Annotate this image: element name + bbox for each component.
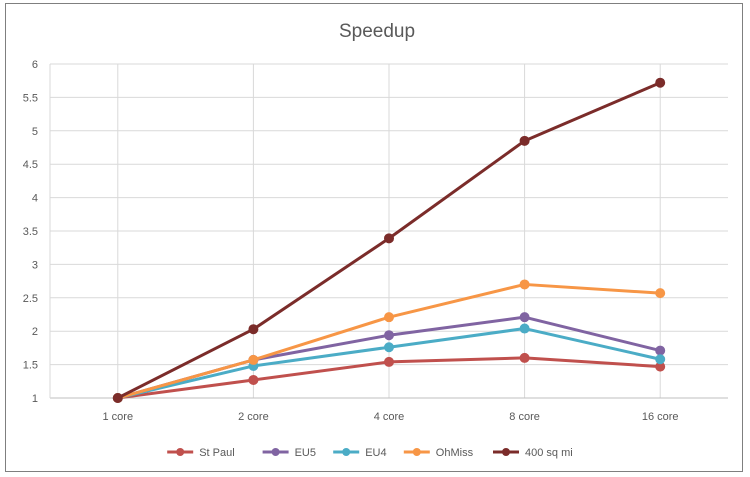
legend-label: St Paul <box>199 447 234 459</box>
series-layer <box>112 77 666 403</box>
data-point-400-sq-mi <box>519 135 530 146</box>
x-tick-label: 1 core <box>103 411 134 423</box>
data-point-eu4 <box>655 354 666 365</box>
y-tick-label: 6 <box>32 59 38 71</box>
y-tick-label: 2 <box>32 326 38 338</box>
y-tick-label: 5.5 <box>23 92 38 104</box>
chart-title: Speedup <box>339 21 415 42</box>
data-point-ohmiss <box>248 354 259 365</box>
y-tick-label: 4 <box>32 193 38 205</box>
y-tick-label: 5 <box>32 126 38 138</box>
data-point-ohmiss <box>655 288 666 299</box>
data-point-eu5 <box>384 330 394 341</box>
data-point-eu4 <box>519 323 530 334</box>
data-point-st-paul <box>248 374 259 385</box>
data-point-st-paul <box>384 356 394 367</box>
data-point-400-sq-mi <box>384 233 394 244</box>
legend-item-eu5: EU5 <box>262 447 316 459</box>
data-point-eu5 <box>519 312 530 323</box>
legend-swatch-marker <box>412 448 421 456</box>
y-tick-label: 1.5 <box>23 360 38 372</box>
legend-swatch-marker <box>271 448 280 456</box>
legend-item-ohmiss: OhMiss <box>403 447 474 459</box>
legend-label: OhMiss <box>436 447 474 459</box>
legend-item-eu4: EU4 <box>333 447 387 459</box>
legend-item-400-sq-mi: 400 sq mi <box>493 447 573 459</box>
y-tick-label: 4.5 <box>23 159 38 171</box>
x-tick-label: 8 core <box>509 411 540 423</box>
series-400-sq-mi <box>112 77 666 403</box>
y-tick-label: 3.5 <box>23 226 38 238</box>
data-point-400-sq-mi <box>248 324 259 335</box>
x-axis-ticks: 1 core 2 core 4 core 8 core 16 core <box>103 411 679 423</box>
y-tick-label: 3 <box>32 259 38 271</box>
x-tick-label: 16 core <box>642 411 679 423</box>
data-point-eu5 <box>655 345 666 356</box>
legend-swatch-marker <box>176 448 185 456</box>
x-tick-label: 4 core <box>374 411 405 423</box>
y-tick-label: 1 <box>32 393 38 405</box>
legend: St Paul EU5 EU4 OhMiss 400 sq mi <box>167 447 573 459</box>
y-tick-label: 2.5 <box>23 293 38 305</box>
data-point-eu4 <box>384 342 394 353</box>
legend-item-st-paul: St Paul <box>167 447 235 459</box>
x-tick-label: 2 core <box>238 411 269 423</box>
legend-label: 400 sq mi <box>525 447 573 459</box>
data-point-st-paul <box>519 352 530 363</box>
y-axis-ticks: 1 1.5 2 2.5 3 3.5 4 4.5 5 5.5 6 <box>23 59 38 405</box>
data-point-ohmiss <box>384 312 394 323</box>
legend-label: EU5 <box>295 447 316 459</box>
gridlines <box>49 63 728 399</box>
data-point-ohmiss <box>519 279 530 290</box>
legend-swatch-marker <box>342 448 351 456</box>
data-point-400-sq-mi <box>112 393 123 403</box>
legend-swatch-marker <box>502 448 510 456</box>
legend-label: EU4 <box>365 447 386 459</box>
data-point-400-sq-mi <box>655 77 666 88</box>
